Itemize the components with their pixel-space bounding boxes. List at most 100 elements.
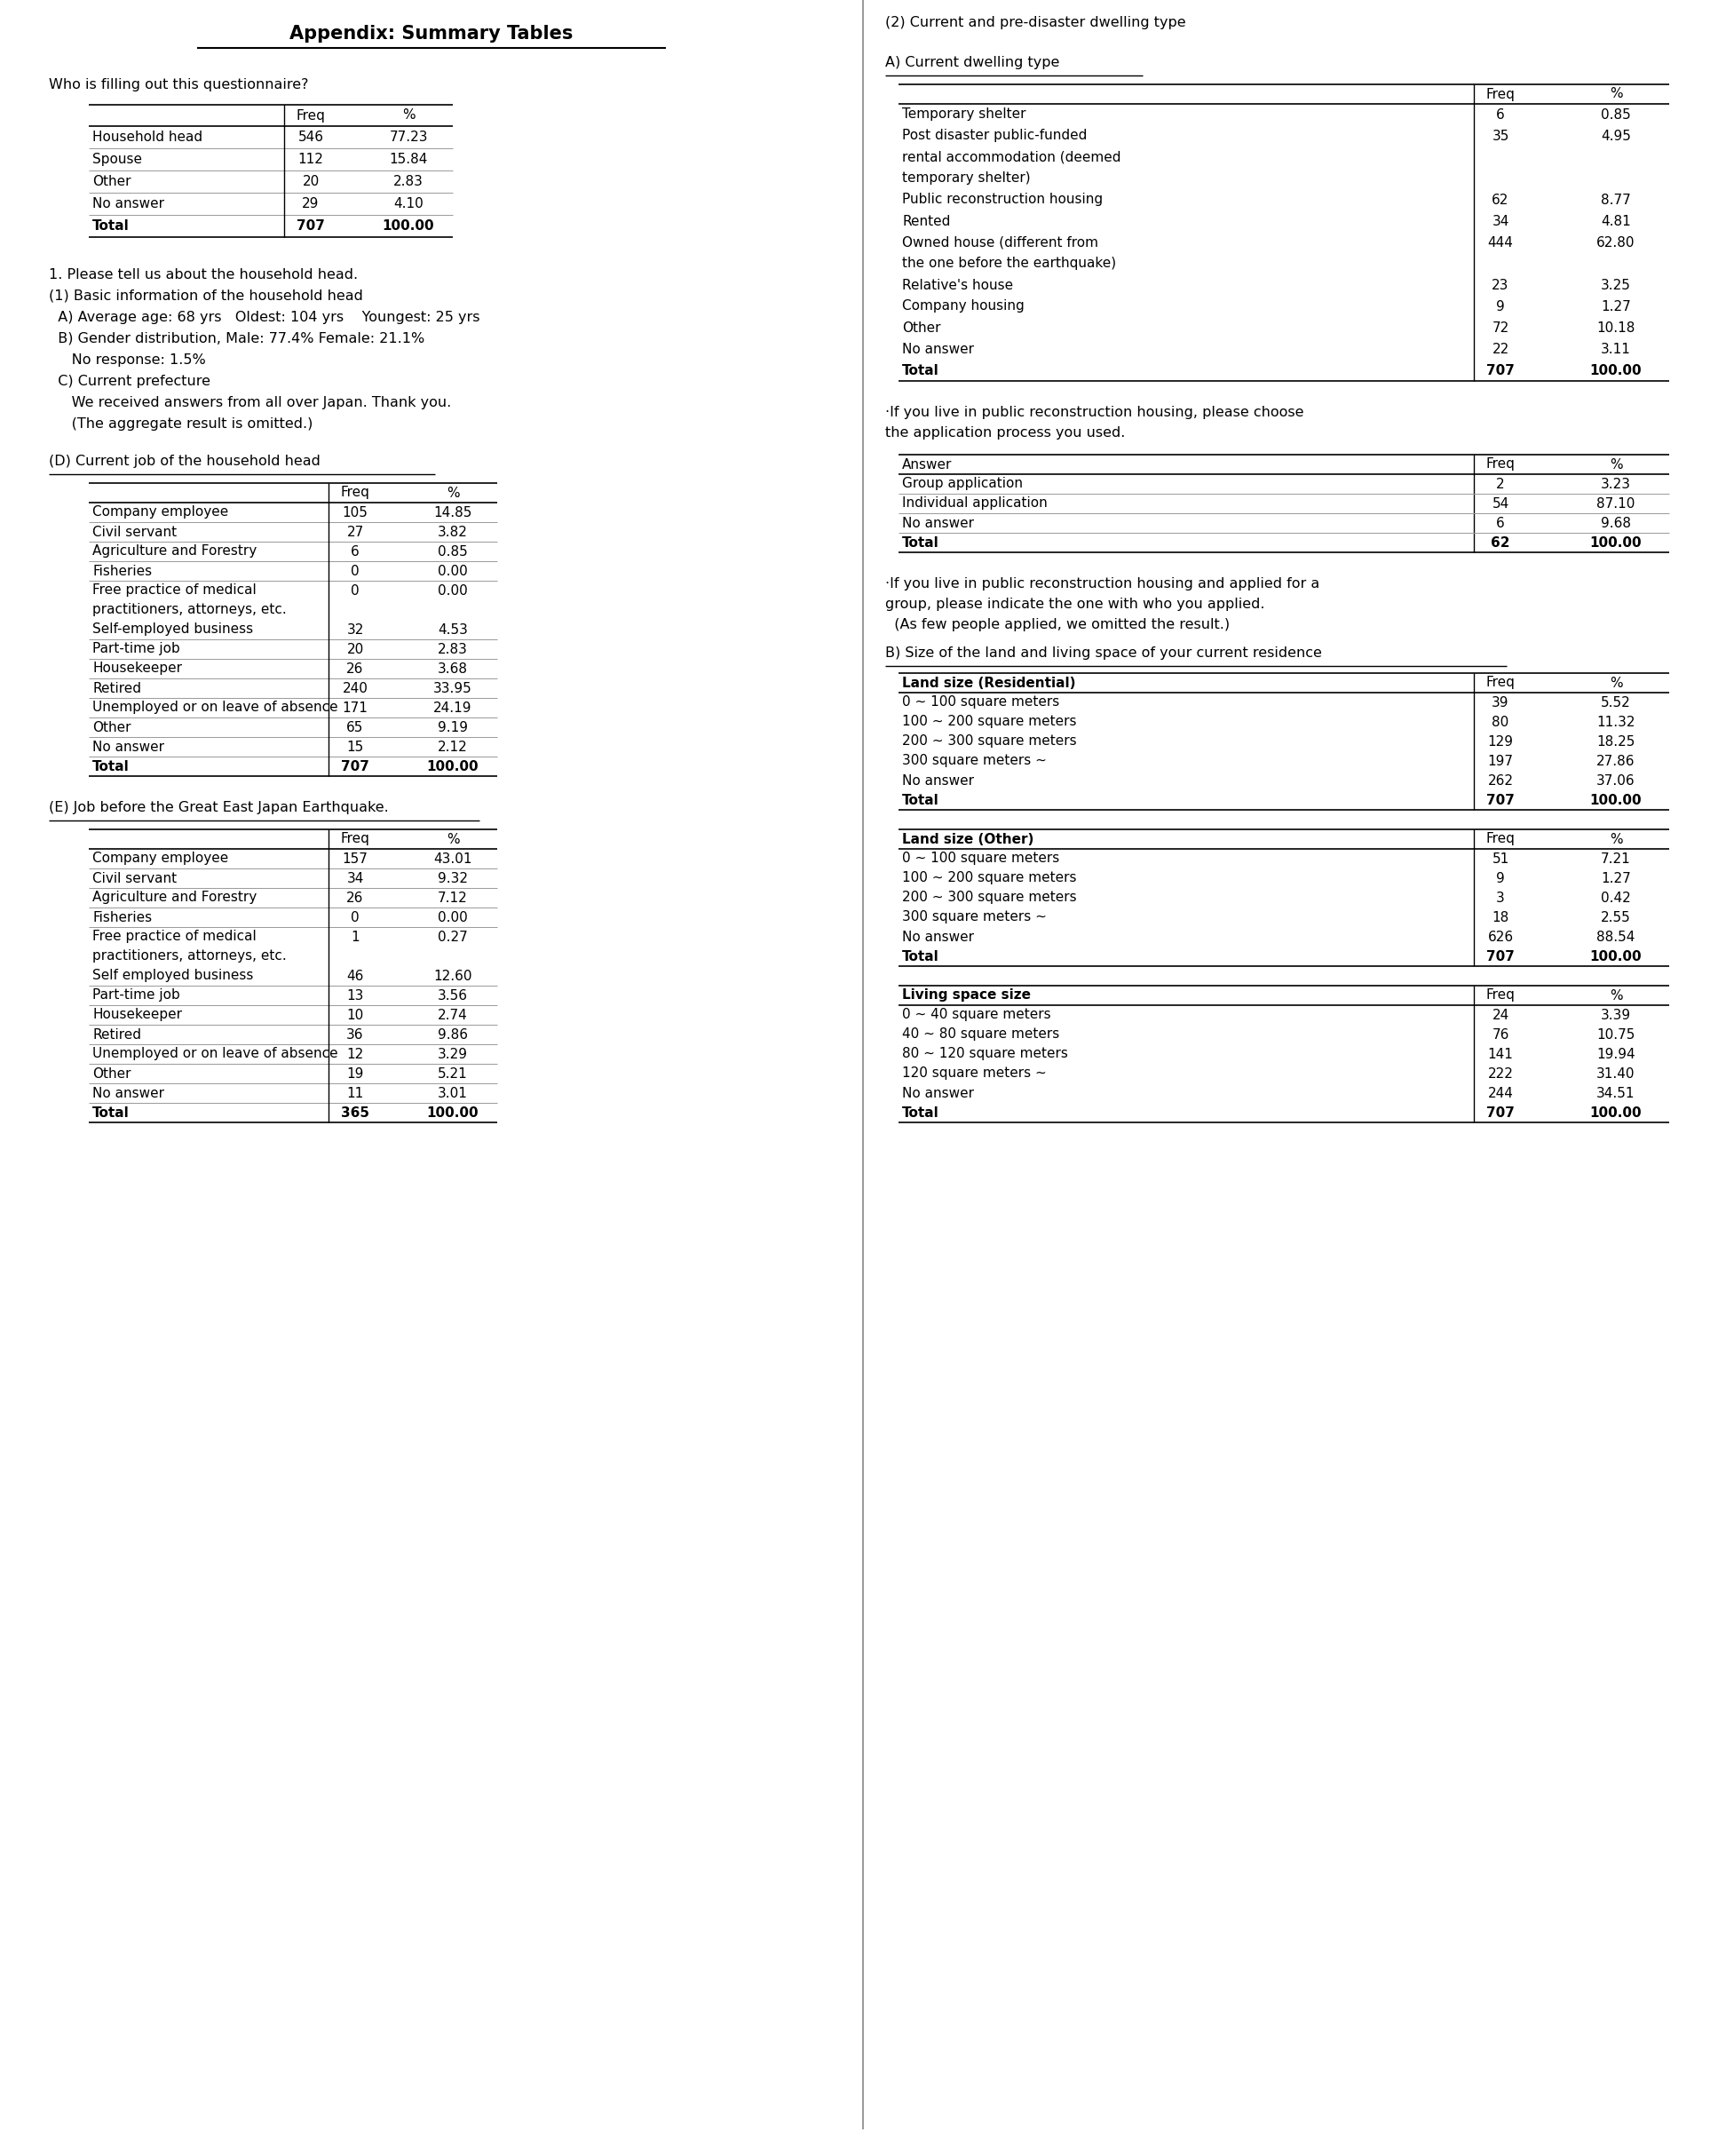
Text: Company employee: Company employee	[91, 507, 228, 520]
Text: 27: 27	[347, 526, 364, 539]
Text: Other: Other	[903, 321, 941, 334]
Text: 9.19: 9.19	[438, 720, 468, 733]
Text: ·If you live in public reconstruction housing, please choose: ·If you live in public reconstruction ho…	[885, 405, 1303, 418]
Text: Relative's house: Relative's house	[903, 278, 1013, 291]
Text: 37.06: 37.06	[1597, 774, 1635, 787]
Text: 707: 707	[1486, 793, 1515, 806]
Text: %: %	[1609, 832, 1622, 845]
Text: 100.00: 100.00	[1590, 793, 1641, 806]
Text: 6: 6	[1496, 515, 1505, 530]
Text: 36: 36	[347, 1028, 364, 1041]
Text: 39: 39	[1491, 696, 1509, 709]
Text: 3.11: 3.11	[1602, 343, 1631, 356]
Text: A) Average age: 68 yrs   Oldest: 104 yrs    Youngest: 25 yrs: A) Average age: 68 yrs Oldest: 104 yrs Y…	[48, 310, 480, 323]
Text: 3.39: 3.39	[1600, 1009, 1631, 1022]
Text: Agriculture and Forestry: Agriculture and Forestry	[91, 890, 257, 903]
Text: Owned house (different from: Owned house (different from	[903, 235, 1098, 250]
Text: temporary shelter): temporary shelter)	[903, 172, 1030, 185]
Text: 77.23: 77.23	[388, 132, 428, 144]
Text: 626: 626	[1488, 929, 1514, 944]
Text: 2.12: 2.12	[438, 740, 468, 752]
Text: 9.32: 9.32	[438, 871, 468, 884]
Text: Company housing: Company housing	[903, 300, 1024, 313]
Text: 157: 157	[342, 852, 368, 865]
Text: Land size (Residential): Land size (Residential)	[903, 677, 1075, 690]
Text: Total: Total	[91, 220, 129, 233]
Text: 120 square meters ~: 120 square meters ~	[903, 1067, 1046, 1080]
Text: Free practice of medical: Free practice of medical	[91, 584, 257, 597]
Text: 43.01: 43.01	[433, 852, 473, 865]
Text: Part-time job: Part-time job	[91, 990, 180, 1003]
Text: Freq: Freq	[1486, 677, 1515, 690]
Text: 9: 9	[1496, 871, 1505, 884]
Text: 65: 65	[347, 720, 364, 733]
Text: 19.94: 19.94	[1597, 1048, 1635, 1061]
Text: 9.86: 9.86	[438, 1028, 468, 1041]
Text: 3.68: 3.68	[438, 662, 468, 675]
Text: 2.83: 2.83	[394, 175, 423, 188]
Text: 141: 141	[1488, 1048, 1514, 1061]
Text: 24.19: 24.19	[433, 701, 473, 714]
Text: 300 square meters ~: 300 square meters ~	[903, 755, 1046, 768]
Text: 76: 76	[1491, 1028, 1509, 1041]
Text: Freq: Freq	[340, 832, 369, 845]
Text: 34: 34	[347, 871, 364, 884]
Text: 24: 24	[1491, 1009, 1509, 1022]
Text: Unemployed or on leave of absence: Unemployed or on leave of absence	[91, 1048, 338, 1061]
Text: 32: 32	[347, 623, 364, 636]
Text: A) Current dwelling type: A) Current dwelling type	[885, 56, 1060, 69]
Text: 112: 112	[299, 153, 323, 166]
Text: Total: Total	[903, 364, 939, 377]
Text: 1.27: 1.27	[1602, 871, 1631, 884]
Text: Retired: Retired	[91, 681, 142, 694]
Text: No response: 1.5%: No response: 1.5%	[48, 354, 205, 367]
Text: (2) Current and pre-disaster dwelling type: (2) Current and pre-disaster dwelling ty…	[885, 15, 1186, 30]
Text: 20: 20	[347, 642, 364, 655]
Text: 35: 35	[1491, 129, 1509, 142]
Text: 5.52: 5.52	[1602, 696, 1631, 709]
Text: 129: 129	[1488, 735, 1514, 748]
Text: 0: 0	[350, 584, 359, 597]
Text: 0.85: 0.85	[438, 545, 468, 558]
Text: Total: Total	[903, 793, 939, 806]
Text: 0 ~ 100 square meters: 0 ~ 100 square meters	[903, 852, 1060, 865]
Text: Answer: Answer	[903, 457, 953, 470]
Text: No answer: No answer	[903, 515, 973, 530]
Text: Agriculture and Forestry: Agriculture and Forestry	[91, 545, 257, 558]
Text: 62.80: 62.80	[1597, 235, 1635, 250]
Text: Household head: Household head	[91, 132, 202, 144]
Text: 100.00: 100.00	[1590, 1106, 1641, 1119]
Text: 54: 54	[1491, 496, 1509, 511]
Text: practitioners, attorneys, etc.: practitioners, attorneys, etc.	[91, 949, 287, 964]
Text: 33.95: 33.95	[433, 681, 473, 694]
Text: %: %	[447, 832, 459, 845]
Text: 222: 222	[1488, 1067, 1514, 1080]
Text: (E) Job before the Great East Japan Earthquake.: (E) Job before the Great East Japan Eart…	[48, 800, 388, 815]
Text: Freq: Freq	[1486, 88, 1515, 101]
Text: 100.00: 100.00	[1590, 537, 1641, 550]
Text: 34.51: 34.51	[1597, 1087, 1635, 1100]
Text: 0.00: 0.00	[438, 584, 468, 597]
Text: 62: 62	[1491, 537, 1510, 550]
Text: Freq: Freq	[1486, 832, 1515, 845]
Text: Public reconstruction housing: Public reconstruction housing	[903, 194, 1103, 207]
Text: Temporary shelter: Temporary shelter	[903, 108, 1025, 121]
Text: No answer: No answer	[903, 343, 973, 356]
Text: Total: Total	[91, 1106, 129, 1119]
Text: 200 ~ 300 square meters: 200 ~ 300 square meters	[903, 890, 1077, 903]
Text: 707: 707	[1486, 949, 1515, 964]
Text: 197: 197	[1488, 755, 1514, 768]
Text: %: %	[1609, 677, 1622, 690]
Text: 46: 46	[347, 970, 364, 983]
Text: 15: 15	[347, 740, 364, 752]
Text: Appendix: Summary Tables: Appendix: Summary Tables	[290, 26, 573, 43]
Text: %: %	[1609, 88, 1622, 101]
Text: 100 ~ 200 square meters: 100 ~ 200 square meters	[903, 871, 1077, 884]
Text: 0.42: 0.42	[1602, 890, 1631, 903]
Text: Housekeeper: Housekeeper	[91, 662, 181, 675]
Text: Total: Total	[903, 537, 939, 550]
Text: 244: 244	[1488, 1087, 1514, 1100]
Text: 11.32: 11.32	[1597, 716, 1635, 729]
Text: 2: 2	[1496, 476, 1505, 492]
Text: 23: 23	[1491, 278, 1509, 291]
